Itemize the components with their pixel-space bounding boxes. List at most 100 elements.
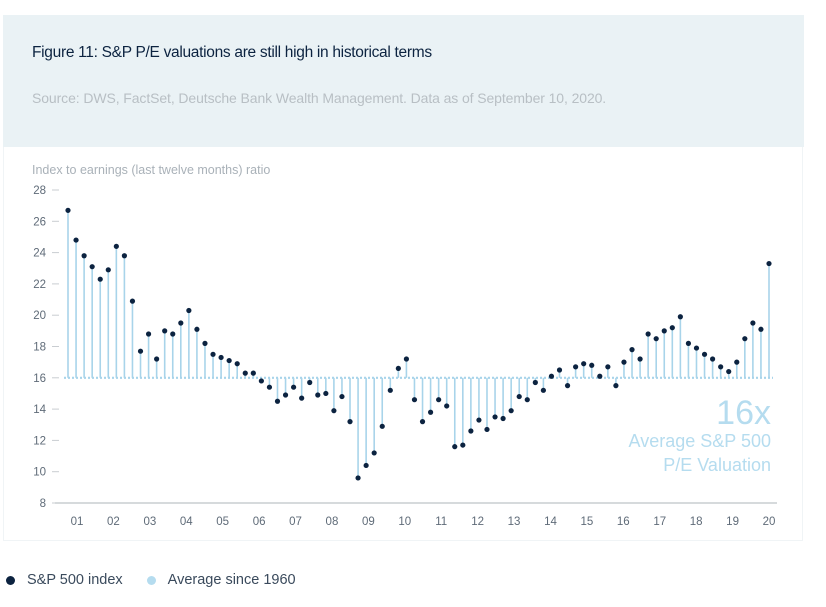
- data-point: [468, 428, 474, 434]
- annotation-line1: Average S&P 500: [629, 431, 771, 451]
- y-axis: 28 26 24 22 20 18 16 14 12 10 8: [33, 185, 59, 510]
- annotation-line2: P/E Valuation: [663, 455, 771, 475]
- data-point: [186, 307, 192, 314]
- x-tick-label: 01: [71, 516, 84, 528]
- legend-dot-icon: [146, 575, 156, 585]
- figure-header: [3, 15, 804, 147]
- data-point: [242, 370, 248, 376]
- data-point: [73, 237, 79, 243]
- data-point: [701, 351, 708, 357]
- x-tick-label: 11: [435, 516, 447, 528]
- data-point: [661, 328, 667, 334]
- legend-dot-icon: [6, 575, 15, 585]
- data-point: [379, 423, 385, 429]
- data-point: [693, 345, 700, 351]
- legend-label: S&P 500 index: [27, 572, 123, 588]
- data-point: [597, 373, 603, 379]
- data-point: [653, 336, 659, 342]
- x-tick-label: 09: [362, 516, 375, 528]
- data-point: [444, 403, 450, 409]
- data-point: [621, 359, 627, 365]
- legend-item-sp500: S&P 500 index: [6, 572, 123, 588]
- y-tick-label: 20: [33, 310, 46, 322]
- data-point: [299, 395, 305, 401]
- data-point: [113, 243, 119, 249]
- data-point: [605, 364, 611, 370]
- figure-source: Source: DWS, FactSet, Deutsche Bank Weal…: [32, 90, 607, 106]
- data-point: [484, 426, 490, 433]
- data-point: [226, 357, 232, 364]
- y-tick-label: 14: [33, 404, 46, 416]
- data-point: [758, 326, 764, 332]
- data-point: [637, 356, 643, 362]
- data-point: [154, 356, 160, 362]
- data-point: [669, 325, 675, 331]
- data-point: [540, 387, 546, 393]
- x-tick-label: 04: [180, 516, 193, 528]
- data-point: [419, 419, 426, 425]
- data-point: [564, 383, 571, 389]
- data-point: [766, 260, 772, 267]
- data-point: [194, 326, 200, 332]
- data-point: [476, 417, 482, 423]
- data-point: [734, 359, 740, 365]
- data-point: [315, 392, 321, 398]
- y-tick-label: 16: [33, 373, 46, 385]
- data-point: [323, 390, 329, 397]
- data-point: [589, 362, 595, 368]
- x-tick-label: 13: [508, 516, 521, 528]
- points-group: [65, 207, 772, 481]
- figure-title: Figure 11: S&P P/E valuations are still …: [32, 44, 432, 61]
- data-point: [339, 393, 345, 400]
- data-point: [677, 314, 683, 320]
- y-tick-label: 22: [33, 279, 46, 291]
- pe-chart: 28 26 24 22 20 18 16 14 12 10 8 01 02 03 04 05 06 07 08 09…: [33, 185, 777, 528]
- y-tick-label: 26: [33, 216, 46, 228]
- data-point: [347, 419, 353, 425]
- x-tick-label: 03: [143, 516, 156, 528]
- legend: S&P 500 index Average since 1960: [6, 572, 320, 588]
- data-point: [371, 450, 377, 456]
- annotation-group: 16x Average S&P 500 P/E Valuation: [629, 394, 771, 475]
- data-point: [355, 475, 361, 481]
- x-tick-label: 14: [544, 516, 557, 528]
- data-point: [436, 397, 442, 403]
- data-point: [282, 392, 289, 398]
- x-tick-label: 02: [107, 516, 120, 528]
- data-point: [307, 379, 313, 386]
- x-tick-label: 10: [398, 516, 411, 528]
- data-point: [105, 267, 111, 273]
- y-tick-label: 24: [33, 248, 46, 260]
- data-point: [411, 397, 418, 403]
- x-tick-label: 07: [289, 516, 302, 528]
- data-point: [516, 393, 522, 400]
- data-point: [178, 320, 184, 326]
- data-point: [81, 253, 87, 259]
- x-tick-label: 19: [726, 516, 739, 528]
- data-point: [218, 354, 224, 361]
- data-point: [508, 408, 514, 414]
- x-tick-label: 17: [653, 516, 666, 528]
- data-point: [162, 328, 168, 334]
- data-point: [750, 320, 756, 326]
- data-point: [629, 347, 635, 353]
- data-point: [492, 414, 498, 420]
- data-point: [274, 398, 281, 404]
- y-tick-label: 18: [33, 342, 46, 354]
- x-tick-label: 08: [326, 516, 339, 528]
- annotation-value: 16x: [716, 394, 771, 432]
- data-point: [709, 356, 716, 362]
- data-point: [202, 340, 208, 346]
- y-tick-label: 8: [40, 498, 46, 510]
- x-tick-label: 18: [690, 516, 703, 528]
- y-axis-title: Index to earnings (last twelve months) r…: [32, 163, 271, 177]
- data-point: [726, 368, 732, 375]
- data-point: [258, 378, 264, 384]
- y-tick-label: 28: [33, 185, 46, 197]
- data-point: [395, 365, 401, 372]
- legend-label: Average since 1960: [167, 572, 296, 588]
- data-point: [266, 384, 273, 390]
- chart-panel: [3, 147, 803, 541]
- legend-item-average: Average since 1960: [146, 572, 296, 588]
- data-point: [363, 462, 369, 469]
